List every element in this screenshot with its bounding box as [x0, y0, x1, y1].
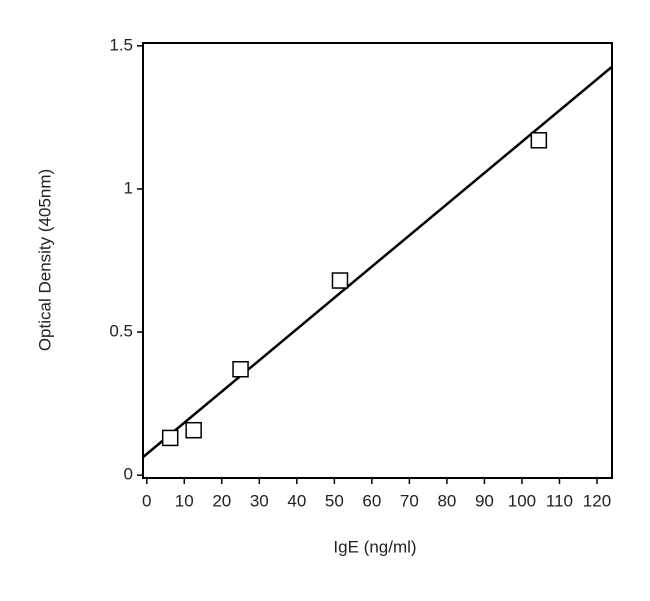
data-point	[161, 429, 179, 447]
x-tick-label: 120	[583, 491, 611, 510]
y-tick-label: 0	[124, 465, 133, 484]
fit-line	[142, 65, 613, 459]
x-tick-label: 10	[175, 491, 194, 510]
data-point	[331, 272, 349, 289]
plot-frame	[142, 42, 613, 479]
x-tick-label: 60	[362, 491, 381, 510]
x-tick-label: 0	[142, 491, 151, 510]
x-tick-label: 80	[437, 491, 456, 510]
y-axis-title: Optical Density (405nm)	[35, 169, 54, 351]
x-tick-label: 70	[400, 491, 419, 510]
data-point	[232, 361, 249, 378]
x-tick-label: 100	[508, 491, 536, 510]
data-point	[185, 421, 202, 439]
data-point	[530, 132, 548, 149]
x-tick-label: 20	[212, 491, 231, 510]
x-tick-label: 40	[287, 491, 306, 510]
x-tick-label: 110	[546, 491, 573, 510]
y-tick-label: 0.5	[109, 322, 133, 341]
y-tick-label: 1.5	[109, 35, 133, 54]
x-axis-title: IgE (ng/ml)	[333, 537, 416, 556]
x-tick-label: 30	[250, 491, 269, 510]
x-tick-label: 90	[475, 491, 494, 510]
x-tick-label: 50	[325, 491, 344, 510]
y-tick-label: 1	[124, 178, 133, 197]
